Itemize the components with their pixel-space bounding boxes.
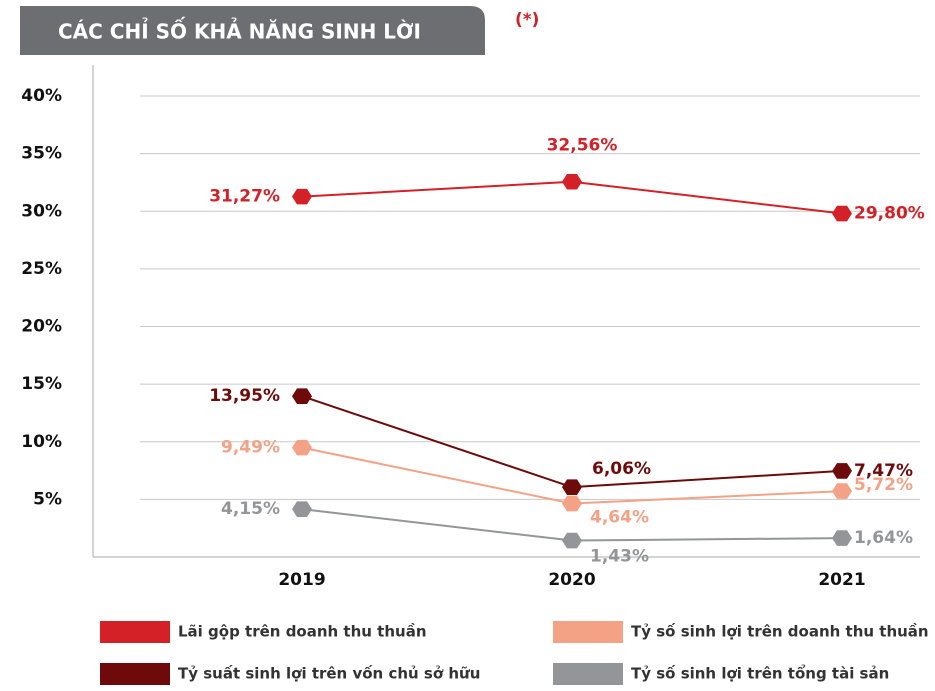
y-tick-label: 10% xyxy=(21,432,62,452)
value-label: 4,64% xyxy=(590,508,649,528)
value-label: 13,95% xyxy=(209,386,280,406)
y-tick-label: 20% xyxy=(21,317,62,337)
legend-label: Tỷ số sinh lợi trên doanh thu thuần xyxy=(631,622,929,641)
value-label: 5,72% xyxy=(854,475,913,495)
marker xyxy=(832,463,852,479)
value-label: 6,06% xyxy=(592,459,651,479)
value-label: 7,47% xyxy=(854,461,913,481)
y-tick-label: 40% xyxy=(21,86,62,106)
y-tick-label: 30% xyxy=(21,201,62,221)
marker xyxy=(562,532,582,549)
legend-swatch xyxy=(553,621,623,643)
marker xyxy=(832,483,852,499)
value-label: 32,56% xyxy=(547,136,618,156)
x-tick-label: 2020 xyxy=(548,570,595,590)
value-label: 4,15% xyxy=(221,499,280,519)
marker xyxy=(292,501,312,517)
y-tick-label: 35% xyxy=(21,144,62,164)
value-label: 1,64% xyxy=(854,528,913,548)
legend-swatch xyxy=(553,663,623,685)
marker xyxy=(292,188,312,205)
chart-title: CÁC CHỈ SỐ KHẢ NĂNG SINH LỜI xyxy=(58,18,421,44)
marker xyxy=(292,439,312,456)
y-tick-label: 15% xyxy=(21,374,62,394)
value-label: 31,27% xyxy=(209,187,280,207)
x-tick-label: 2019 xyxy=(278,570,325,590)
title-banner xyxy=(20,6,485,55)
legend-label: Tỷ suất sinh lợi trên vốn chủ sở hữu xyxy=(178,664,480,683)
value-label: 9,49% xyxy=(221,438,280,458)
legend-label: Tỷ số sinh lợi trên tổng tài sản xyxy=(631,664,889,683)
legend-label: Lãi gộp trên doanh thu thuần xyxy=(178,623,427,641)
value-label: 29,80% xyxy=(854,204,925,224)
value-label: 1,43% xyxy=(590,547,649,567)
marker xyxy=(292,388,312,405)
annotation: (*) xyxy=(515,10,539,30)
marker xyxy=(832,530,852,546)
marker xyxy=(562,479,582,495)
y-tick-label: 25% xyxy=(21,259,62,279)
x-tick-label: 2021 xyxy=(818,570,865,590)
marker xyxy=(562,495,582,512)
marker xyxy=(562,173,582,190)
y-tick-label: 5% xyxy=(33,489,62,509)
legend-swatch xyxy=(100,621,170,643)
legend-swatch xyxy=(100,663,170,685)
marker xyxy=(832,205,852,222)
